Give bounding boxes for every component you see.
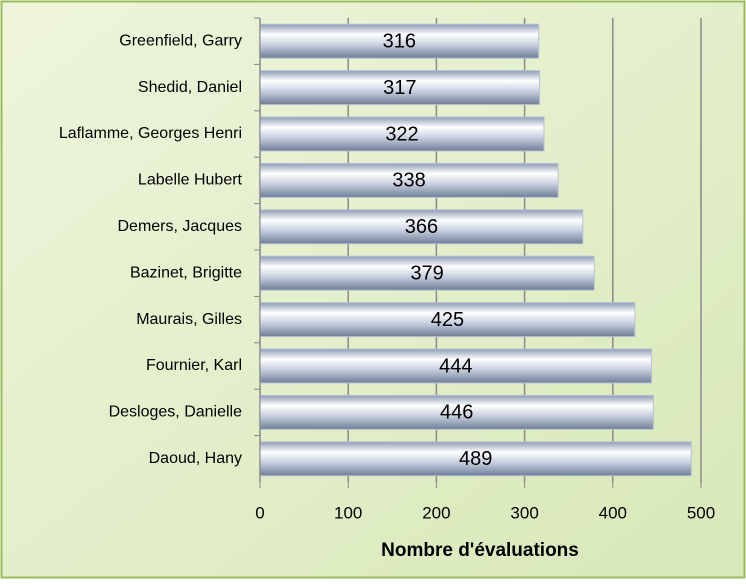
bar [259, 441, 692, 477]
data-label: 317 [383, 77, 416, 99]
bar [259, 116, 545, 152]
data-label: 444 [439, 355, 472, 377]
data-label: 489 [459, 448, 492, 470]
x-tick-label: 300 [510, 503, 538, 522]
y-tick-label: Shedid, Daniel [138, 79, 242, 96]
data-label: 446 [440, 402, 473, 424]
data-label: 379 [410, 262, 443, 284]
y-tick-label: Desloges, Danielle [109, 404, 243, 421]
x-tick-label: 400 [599, 503, 627, 522]
y-tick-label: Daoud, Hany [149, 450, 242, 467]
data-label: 316 [383, 30, 416, 52]
data-label: 425 [431, 309, 464, 331]
y-tick-label: Fournier, Karl [146, 357, 242, 374]
y-tick-label: Maurais, Gilles [136, 311, 242, 328]
bar [259, 348, 653, 384]
x-axis-title: Nombre d'évaluations [381, 540, 579, 561]
data-label: 366 [405, 216, 438, 238]
y-tick-label: Greenfield, Garry [119, 32, 242, 49]
y-tick-label: Bazinet, Brigitte [130, 264, 242, 281]
bar [259, 255, 595, 291]
y-tick-label: Laflamme, Georges Henri [59, 125, 242, 142]
y-tick-label: Labelle Hubert [138, 172, 243, 189]
x-tick-label: 200 [422, 503, 450, 522]
bar [259, 70, 541, 106]
bar [259, 23, 540, 59]
x-tick-label: 500 [687, 503, 715, 522]
x-tick-label: 0 [255, 503, 264, 522]
x-tick-label: 100 [334, 503, 362, 522]
data-label: 322 [385, 123, 418, 145]
bar [259, 162, 559, 198]
data-label: 338 [392, 170, 425, 192]
y-tick-label: Demers, Jacques [118, 218, 243, 235]
bar [259, 302, 636, 338]
